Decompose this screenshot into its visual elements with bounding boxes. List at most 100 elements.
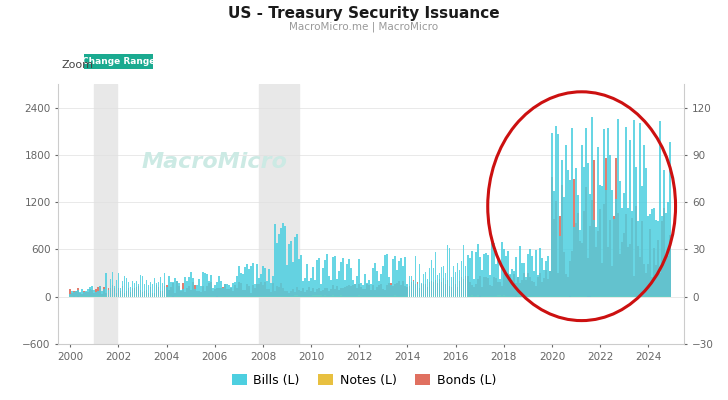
Bar <box>69 289 71 297</box>
Bar <box>453 296 454 297</box>
Bar <box>607 246 609 297</box>
Bar <box>371 284 372 297</box>
Bar <box>292 262 294 297</box>
Bar <box>323 268 324 297</box>
Bar <box>368 280 370 297</box>
Bar <box>242 296 244 297</box>
Bar <box>71 296 74 297</box>
Bar <box>178 296 180 297</box>
Bar <box>509 275 510 297</box>
Bar <box>501 296 502 297</box>
Bar <box>669 236 671 297</box>
Bar <box>633 120 635 297</box>
Bar <box>400 285 403 297</box>
Bar <box>339 296 340 297</box>
Bar <box>274 291 276 297</box>
Bar <box>92 290 93 297</box>
Bar <box>597 296 599 297</box>
Bar <box>348 285 350 297</box>
Bar <box>537 275 539 297</box>
Bar <box>384 296 387 297</box>
Bar <box>387 254 388 297</box>
Bar <box>533 272 535 297</box>
Bar <box>206 274 207 297</box>
Bar <box>260 296 262 297</box>
Bar <box>496 282 499 297</box>
Bar <box>79 293 82 297</box>
Bar <box>379 296 380 297</box>
Bar <box>320 284 322 297</box>
Bar <box>527 273 529 297</box>
Bar <box>116 296 117 297</box>
Bar <box>331 280 332 297</box>
Bar <box>376 287 379 297</box>
Bar <box>521 280 523 297</box>
Bar <box>207 283 210 297</box>
Bar <box>127 296 130 297</box>
Bar <box>101 294 103 297</box>
Bar <box>615 296 617 297</box>
Bar <box>661 216 663 297</box>
Bar <box>573 180 575 297</box>
Bar <box>381 284 382 297</box>
Bar <box>660 121 661 297</box>
Bar <box>464 276 467 297</box>
Bar <box>405 296 406 297</box>
Bar <box>387 285 388 297</box>
Bar <box>493 296 494 297</box>
Bar <box>625 126 627 297</box>
Bar <box>513 274 515 297</box>
Bar <box>665 258 667 297</box>
Bar <box>114 296 115 297</box>
Bar <box>408 276 411 297</box>
Bar <box>485 296 486 297</box>
Bar <box>340 288 342 297</box>
Bar <box>182 283 183 297</box>
Bar <box>310 291 312 297</box>
Bar <box>555 201 557 297</box>
Bar <box>561 160 563 297</box>
Bar <box>652 276 653 297</box>
Bar <box>182 296 183 297</box>
Bar <box>167 276 170 297</box>
Bar <box>302 288 304 297</box>
Bar <box>280 228 282 297</box>
Bar <box>464 266 467 297</box>
Bar <box>162 291 164 297</box>
Bar <box>248 296 250 297</box>
Bar <box>268 296 270 297</box>
Bar <box>376 272 379 297</box>
Bar <box>403 296 404 297</box>
Bar <box>389 277 390 297</box>
Bar <box>170 288 172 297</box>
Bar <box>501 242 502 297</box>
Bar <box>272 276 274 297</box>
Bar <box>637 296 639 297</box>
Bar <box>511 296 513 297</box>
Bar <box>130 296 131 297</box>
Bar <box>440 282 443 297</box>
Bar <box>475 284 477 297</box>
Bar <box>613 219 615 297</box>
Bar <box>649 229 651 297</box>
Bar <box>617 212 619 297</box>
Bar <box>232 291 234 297</box>
Bar <box>218 296 220 297</box>
Bar <box>529 296 531 297</box>
Bar <box>352 280 354 297</box>
Bar <box>403 281 404 297</box>
Bar <box>657 296 659 297</box>
Bar <box>371 296 372 297</box>
Bar <box>340 296 342 297</box>
Bar <box>326 296 328 297</box>
Bar <box>90 288 91 297</box>
Bar <box>284 296 286 297</box>
Bar <box>284 291 286 297</box>
Bar <box>306 296 308 297</box>
Bar <box>629 140 631 297</box>
Bar <box>529 249 531 297</box>
Bar <box>214 289 215 297</box>
Bar <box>507 273 509 297</box>
Bar <box>559 236 561 297</box>
Text: Change Range: Change Range <box>82 57 155 66</box>
